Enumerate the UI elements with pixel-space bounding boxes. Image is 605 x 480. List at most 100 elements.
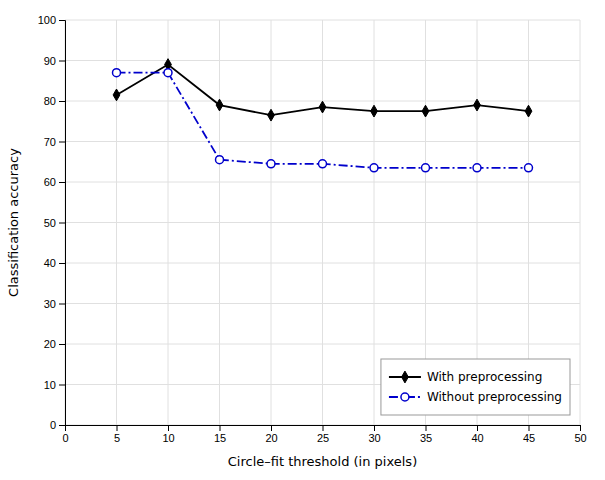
tick-label: 45 — [523, 432, 535, 444]
tick: 45 — [523, 425, 535, 444]
grid-line — [65, 263, 580, 264]
tick-label: 80 — [44, 95, 56, 107]
plot: 0 5 10 15 20 25 30 35 40 45 50 0 10 20 30 40 50 60 70 80 90 1… — [38, 14, 587, 444]
grid-line — [65, 20, 580, 21]
tick-mark — [59, 425, 65, 426]
tick: 70 — [44, 136, 65, 148]
tick-mark — [426, 425, 427, 431]
point — [422, 164, 430, 172]
tick-label: 25 — [317, 432, 329, 444]
point — [267, 160, 275, 168]
grid-line — [65, 222, 580, 223]
tick: 10 — [44, 379, 65, 391]
point — [319, 101, 326, 113]
tick-mark — [580, 425, 581, 431]
tick-label: 0 — [50, 419, 56, 431]
tick-label: 10 — [44, 379, 56, 391]
point — [319, 160, 327, 168]
tick-label: 50 — [44, 217, 56, 229]
tick-mark — [477, 425, 478, 431]
tick-mark — [117, 425, 118, 431]
tick: 15 — [214, 425, 226, 444]
point — [525, 164, 533, 172]
tick-label: 40 — [471, 432, 483, 444]
tick-mark — [59, 61, 65, 62]
tick: 5 — [114, 425, 120, 444]
tick: 100 — [38, 14, 65, 26]
point — [474, 99, 481, 111]
point — [216, 156, 224, 164]
tick-mark — [59, 101, 65, 102]
tick: 60 — [44, 176, 65, 188]
legend-symbol — [401, 393, 409, 401]
tick-label: 20 — [44, 338, 56, 350]
tick-label: 60 — [44, 176, 56, 188]
tick: 50 — [574, 425, 586, 444]
x-axis-label: Circle–fit threshold (in pixels) — [228, 454, 417, 469]
tick-mark — [220, 425, 221, 431]
grid-line — [65, 344, 580, 345]
legend-item: Without preprocessing — [389, 390, 562, 404]
tick-mark — [59, 263, 65, 264]
tick: 30 — [44, 298, 65, 310]
chart: 0 5 10 15 20 25 30 35 40 45 50 0 10 20 30 40 50 60 70 80 90 1… — [0, 0, 605, 480]
tick-mark — [59, 385, 65, 386]
line — [117, 73, 529, 168]
legend: With preprocessing Without preprocessing — [381, 359, 570, 415]
tick-mark — [374, 425, 375, 431]
tick-mark — [59, 142, 65, 143]
tick: 80 — [44, 95, 65, 107]
tick-mark — [59, 20, 65, 21]
tick: 35 — [420, 425, 432, 444]
grid-line — [65, 60, 580, 61]
axis-line — [59, 21, 66, 426]
tick-mark — [59, 344, 65, 345]
point — [422, 105, 429, 117]
legend-item: With preprocessing — [389, 370, 542, 384]
tick-mark — [59, 223, 65, 224]
y-axis-label: Classification accuracy — [6, 148, 21, 297]
legend-box — [381, 359, 570, 415]
tick: 0 — [50, 419, 65, 431]
tick: 0 — [62, 425, 68, 444]
point — [473, 164, 481, 172]
tick-label: 70 — [44, 136, 56, 148]
tick: 50 — [44, 217, 65, 229]
grid-line — [65, 141, 580, 142]
tick-label: 100 — [38, 14, 56, 26]
tick-label: 0 — [62, 432, 68, 444]
point — [371, 105, 378, 117]
tick-mark — [323, 425, 324, 431]
tick-label: 20 — [265, 432, 277, 444]
tick: 30 — [368, 425, 380, 444]
legend-label: Without preprocessing — [427, 390, 562, 404]
tick-label: 10 — [162, 432, 174, 444]
tick: 25 — [317, 425, 329, 444]
marks — [113, 59, 533, 172]
axis-line — [66, 426, 581, 432]
tick-label: 40 — [44, 257, 56, 269]
tick-label: 15 — [214, 432, 226, 444]
tick-label: 30 — [368, 432, 380, 444]
tick-label: 35 — [420, 432, 432, 444]
tick: 20 — [44, 338, 65, 350]
x-axis: 0 5 10 15 20 25 30 35 40 45 50 — [62, 425, 586, 444]
grid-line — [65, 182, 580, 183]
tick: 90 — [44, 55, 65, 67]
point — [268, 109, 275, 121]
grid-line — [65, 303, 580, 304]
point — [113, 89, 120, 101]
tick-mark — [168, 425, 169, 431]
point — [525, 105, 532, 117]
point — [216, 99, 223, 111]
point — [370, 164, 378, 172]
tick-label: 5 — [114, 432, 120, 444]
tick: 40 — [471, 425, 483, 444]
tick-mark — [529, 425, 530, 431]
tick-label: 50 — [574, 432, 586, 444]
y-axis: 0 10 20 30 40 50 60 70 80 90 100 — [38, 14, 66, 431]
tick: 10 — [162, 425, 174, 444]
tick-mark — [59, 182, 65, 183]
tick-label: 30 — [44, 298, 56, 310]
legend-label: With preprocessing — [427, 370, 542, 384]
